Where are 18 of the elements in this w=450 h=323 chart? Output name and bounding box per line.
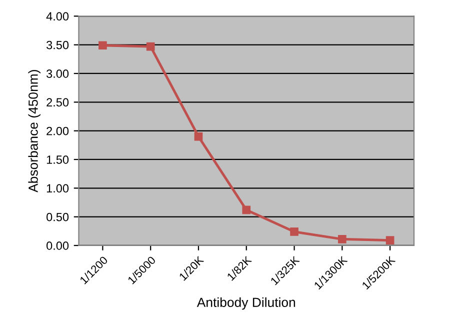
y-tick-label: 4.00 xyxy=(46,12,69,21)
y-tick-label: 1.50 xyxy=(46,156,69,164)
x-axis-title: Antibody Dilution xyxy=(196,297,296,310)
point xyxy=(338,235,346,244)
y-tick-label: 3.50 xyxy=(46,40,69,50)
y-tick-label: 2.50 xyxy=(46,98,69,107)
y-tick-label: 2.00 xyxy=(46,126,69,136)
point xyxy=(194,132,203,141)
y-tick-label: 0.00 xyxy=(46,242,69,250)
point xyxy=(98,41,107,50)
point xyxy=(386,236,394,244)
y-tick-label: 1.00 xyxy=(46,184,69,193)
point xyxy=(290,228,298,236)
y-tick-label: 0.50 xyxy=(46,212,69,222)
y-axis-title: Absorbance (450nm) xyxy=(28,70,40,192)
point xyxy=(242,206,251,214)
y-tick-label: 3.00 xyxy=(46,70,69,78)
point xyxy=(146,42,155,51)
